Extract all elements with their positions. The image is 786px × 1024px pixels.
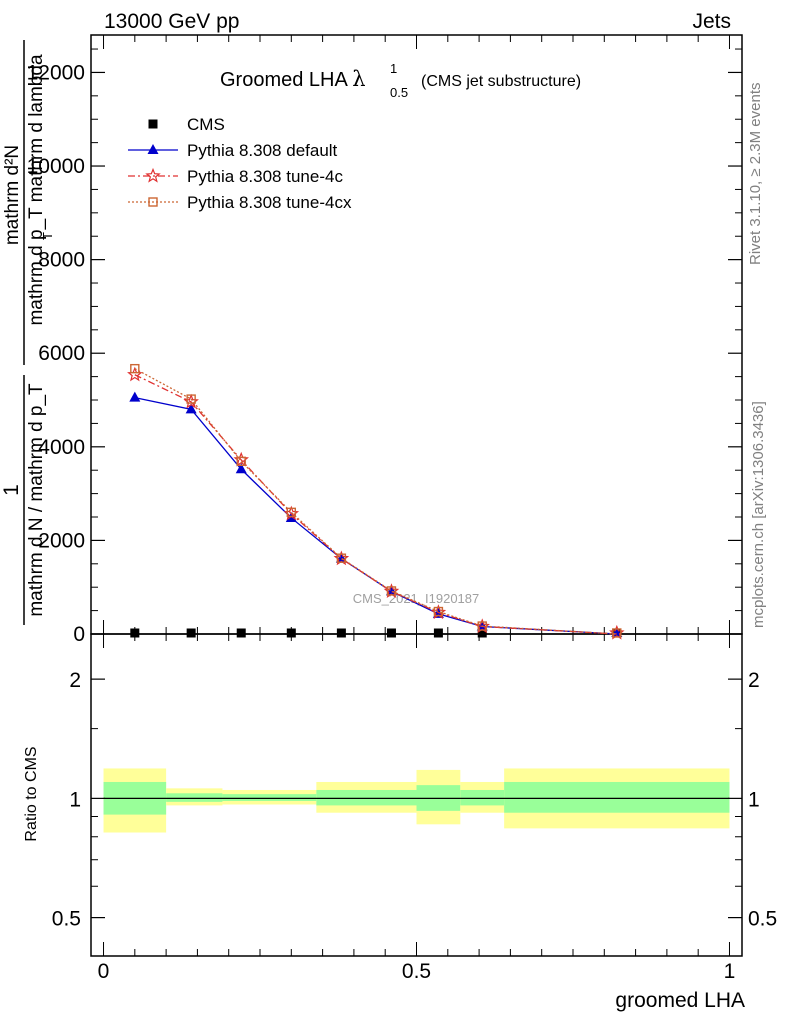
ratio-band-inner-6: [504, 781, 730, 813]
ratio-y-tick-label-right: 2: [748, 669, 760, 692]
chart-subtitle: (CMS jet substructure): [421, 73, 581, 90]
chart-title-symbol: λ: [352, 67, 365, 91]
x-tick-label: 0: [98, 960, 110, 983]
data-point-3-0: [130, 363, 140, 374]
chart-title-text: Groomed LHA: [220, 69, 348, 91]
y-label-sub-t: T: [40, 232, 55, 240]
legend-marker-2: [145, 167, 161, 183]
data-point-0-4: [336, 628, 346, 638]
ratio-y-tick-label-left: 2: [69, 669, 81, 692]
series-line-3: [134, 368, 617, 635]
y-label-numerator-one: 1: [0, 484, 23, 496]
analysis-watermark: CMS_2021_I1920187: [353, 591, 480, 606]
legend-marker-0: [148, 119, 158, 129]
process-label: Jets: [692, 10, 731, 33]
main-axis-ticks: 0 2000 4000 6000 8000 10000 12000: [27, 35, 742, 646]
data-point-0-5: [386, 628, 396, 638]
y-tick-label: 6000: [38, 342, 85, 365]
series-layer: [127, 363, 625, 640]
data-point-0-2: [236, 628, 246, 638]
data-point-3-2: [236, 456, 246, 467]
ratio-bands: [103, 768, 730, 833]
ratio-band-inner-2: [222, 794, 317, 801]
x-axis-label: groomed LHA: [615, 989, 745, 1012]
data-point-3-6: [433, 606, 444, 617]
ratio-y-tick-label-left: 0.5: [52, 908, 81, 931]
ratio-y-tick-label-right: 0.5: [748, 908, 777, 931]
y-tick-label: 10000: [27, 155, 85, 178]
y-tick-label: 2000: [38, 529, 85, 552]
data-point-3-8: [612, 628, 622, 638]
rivet-label: Rivet 3.1.10, ≥ 2.3M events: [747, 83, 764, 266]
data-point-0-1: [186, 628, 196, 638]
y-tick-label: 0: [73, 623, 85, 646]
legend: CMS Pythia 8.308 default Pythia 8.308 tune…: [128, 115, 352, 212]
legend-label-0: CMS: [187, 115, 225, 134]
energy-label: 13000 GeV pp: [104, 10, 239, 33]
legend-label-3: Pythia 8.308 tune-4cx: [187, 193, 352, 212]
y-label-lower: mathrm d N / mathrm d p_T: [26, 383, 47, 617]
y-tick-label: 12000: [27, 61, 85, 84]
mcplots-label: mcplots.cern.ch [arXiv:1306.3436]: [750, 401, 767, 628]
data-point-1-2: [235, 463, 247, 474]
chart-title-superscript: 1: [390, 61, 397, 76]
series-3: [130, 363, 622, 638]
x-tick-label: 1: [724, 960, 736, 983]
data-point-0-7: [477, 628, 487, 638]
ratio-y-tick-label-left: 1: [69, 788, 81, 811]
ratio-band-inner-3: [316, 789, 417, 806]
data-point-3-7: [477, 621, 487, 631]
data-point-3-1: [186, 394, 196, 404]
data-point-3-5: [386, 586, 397, 596]
data-point-0-3: [286, 628, 296, 638]
data-point-3-3: [286, 507, 297, 518]
y-label-upper-2: mathrm d p_T mathrm d lambda: [26, 54, 47, 325]
legend-marker-3: [148, 197, 158, 207]
legend-label-1: Pythia 8.308 default: [187, 141, 338, 160]
chart-title: Groomed LHA λ: [220, 67, 366, 91]
ratio-band-inner-5: [460, 789, 505, 806]
y-tick-label: 4000: [38, 436, 85, 459]
data-point-0-0: [130, 628, 140, 638]
data-point-1-0: [129, 391, 141, 402]
y-label-upper: mathrm d²N: [2, 145, 23, 245]
legend-label-2: Pythia 8.308 tune-4c: [187, 167, 343, 186]
data-point-1-1: [185, 403, 197, 414]
data-point-0-6: [433, 628, 443, 638]
y-tick-label: 8000: [38, 249, 85, 272]
ratio-band-inner-1: [166, 793, 223, 802]
ratio-y-label: Ratio to CMS: [23, 746, 40, 841]
main-y-axis-label: 1 mathrm d N / mathrm d p_T mathrm d²N m…: [0, 40, 55, 625]
data-point-3-4: [336, 553, 347, 563]
x-tick-label: 0.5: [402, 960, 431, 983]
legend-marker-1: [147, 144, 159, 154]
chart-title-subscript: 0.5: [390, 85, 408, 100]
ratio-y-tick-label-right: 1: [748, 788, 760, 811]
ratio-axis-ticks: 0.5 0.5 1 1 2 2 0 0.5 1: [52, 634, 777, 983]
